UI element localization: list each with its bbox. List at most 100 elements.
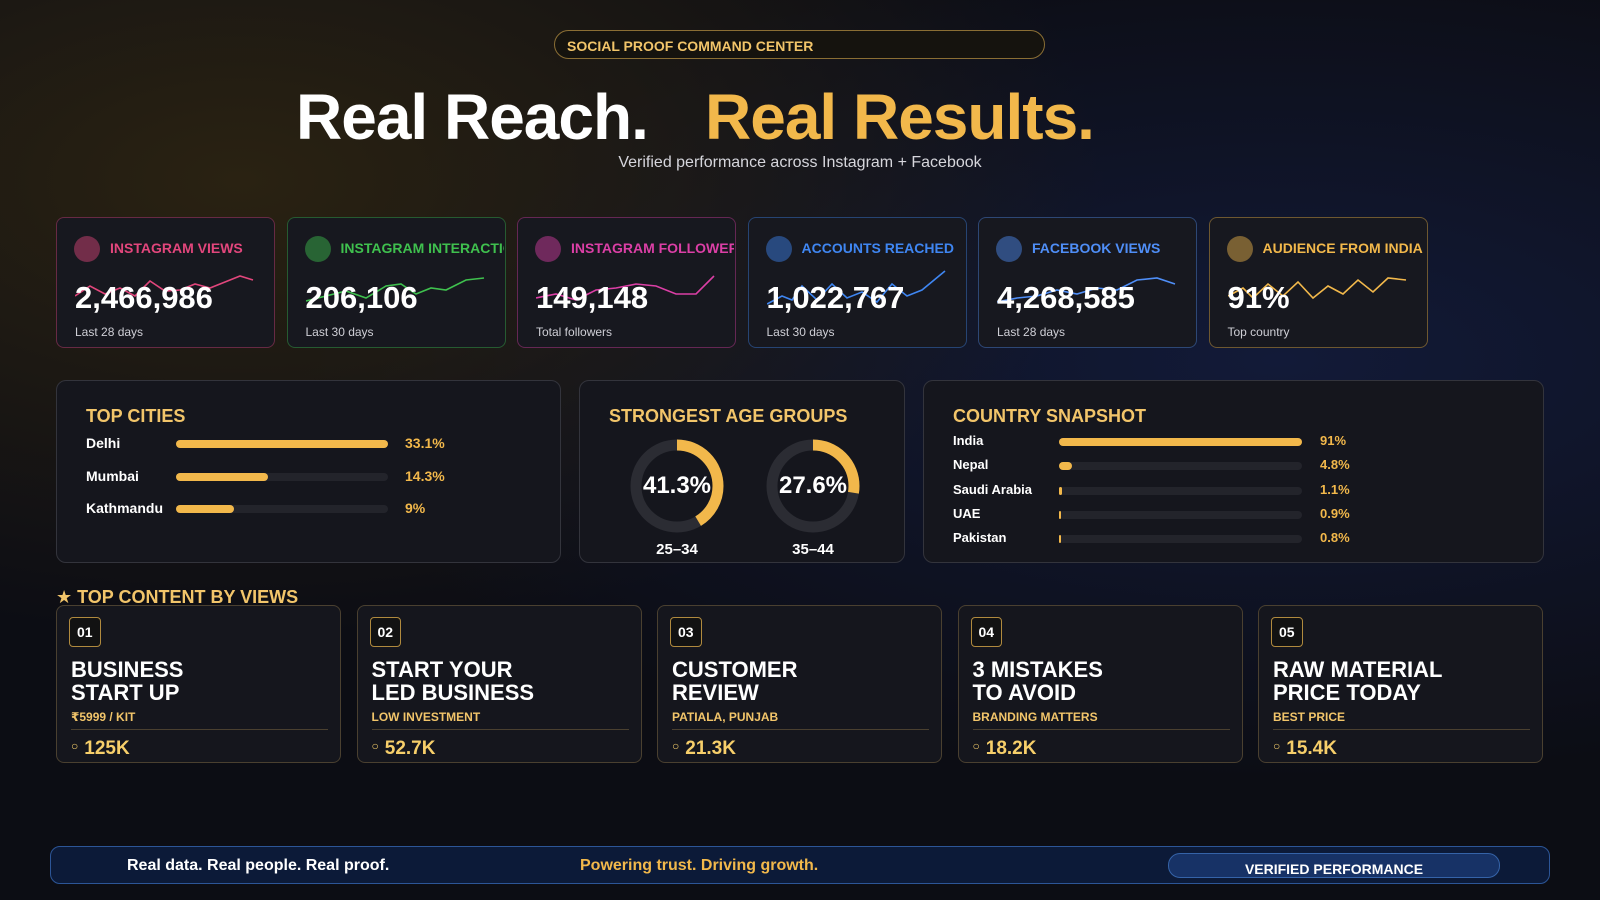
bar: [1059, 486, 1062, 495]
title-line: CUSTOMER: [672, 657, 798, 682]
stat-card: INSTAGRAM FOLLOWERS 149,148 Total follower…: [517, 217, 736, 348]
sparkline-path: [997, 277, 1176, 303]
views-value: 18.2K: [985, 738, 1037, 759]
stat-caption: Last 28 days: [75, 325, 144, 339]
bar: [1059, 438, 1302, 446]
sparkline: [1227, 277, 1406, 300]
content-title: BUSINESS START UP: [71, 658, 183, 704]
verified-button[interactable]: VERIFIED PERFORMANCE: [1168, 853, 1500, 878]
content-title: CUSTOMER REVIEW: [672, 658, 798, 704]
bar-label: 0.8%: [1320, 530, 1350, 546]
footer-left: Real data. Real people. Real proof.: [127, 857, 390, 874]
content-views: ○ 18.2K: [973, 738, 1037, 760]
content-subtitle: BEST PRICE: [1273, 710, 1530, 730]
sparkline: [75, 275, 254, 297]
rank: 01: [69, 617, 101, 647]
stat-value: 206,106: [305, 280, 418, 315]
bar-track: [1059, 510, 1302, 519]
stat-icon: [1226, 236, 1253, 262]
title-white: Real Reach.: [296, 81, 649, 153]
stat-value: 91%: [1227, 280, 1290, 315]
stat-card: INSTAGRAM VIEWS 2,466,986 Last 28 days: [56, 217, 275, 348]
views-value: 52.7K: [384, 738, 436, 759]
title-gold: Real Results.: [705, 81, 1095, 153]
country-panel: COUNTRY SNAPSHOT India 91% Nepal 4.8% Saudi …: [923, 380, 1544, 563]
bar-name: Saudi Arabia: [953, 481, 1032, 497]
views-value: 125K: [84, 738, 130, 759]
bar-track: [1059, 486, 1302, 495]
views-icon: ○: [1273, 739, 1281, 753]
stat-value: 2,466,986: [75, 280, 213, 315]
content-card: 01 BUSINESS START UP ₹5999 / KIT ○ 125K: [56, 605, 341, 763]
donut-arc: [766, 439, 860, 533]
donut-label: 27.6%: [778, 472, 848, 499]
stat-label: ACCOUNTS REACHED: [801, 240, 954, 256]
stat-caption: Last 30 days: [766, 325, 835, 339]
bar-name: Nepal: [953, 457, 989, 473]
bar: [176, 505, 234, 513]
sparkline: [536, 275, 715, 301]
stat-icon: [996, 236, 1022, 262]
stat-icon: [304, 236, 331, 262]
stat-caption: Last 30 days: [305, 325, 374, 339]
stat-value: 4,268,585: [997, 280, 1135, 315]
star: ★: [56, 587, 78, 607]
stat-caption: Last 28 days: [997, 325, 1066, 339]
bar: [1059, 462, 1072, 471]
title-line: START UP: [71, 680, 180, 705]
bar-label: 33.1%: [405, 435, 445, 451]
bar-label: 0.9%: [1320, 505, 1350, 521]
bar-label: 14.3%: [405, 467, 445, 484]
title-line: REVIEW: [672, 680, 759, 705]
views-value: 15.4K: [1286, 738, 1337, 759]
stat-card: ACCOUNTS REACHED 1,022,767 Last 30 days: [747, 217, 967, 348]
sparkline-path: [536, 275, 715, 301]
stat-caption: Top country: [1227, 325, 1290, 339]
bar: [1059, 510, 1062, 519]
title-line: 3 MISTAKES: [972, 657, 1103, 682]
badge: SOCIAL PROOF COMMAND CENTER: [554, 30, 1045, 59]
content-title: ★ TOP CONTENT BY VIEWS: [56, 587, 298, 608]
content-title-text: TOP CONTENT BY VIEWS: [77, 587, 299, 607]
content-subtitle: PATIALA, PUNJAB: [672, 710, 929, 730]
bar-track: [1059, 535, 1302, 544]
views-value: 21.3K: [685, 738, 736, 759]
stat-value: 1,022,767: [766, 280, 905, 315]
rank: 03: [670, 617, 702, 647]
donut: [766, 439, 860, 533]
bar-name: Kathmandu: [86, 500, 163, 516]
stat-caption: Total followers: [536, 325, 613, 339]
donut-label: 41.3%: [642, 472, 712, 499]
stat-label: AUDIENCE FROM INDIA: [1262, 240, 1423, 256]
sparkline: [997, 277, 1176, 303]
bar-name: UAE: [953, 505, 981, 521]
bar-track: [1059, 462, 1302, 471]
bar-name: Delhi: [86, 435, 121, 451]
ages-panel: STRONGEST AGE GROUPS 41.3% 25–34 27.6% 35–4…: [579, 380, 905, 563]
bar-track: [176, 505, 388, 513]
bar-name: Pakistan: [953, 530, 1007, 546]
stat-icon: [74, 236, 100, 262]
stat-label: INSTAGRAM INTERACTIO: [340, 240, 504, 256]
panel-title: COUNTRY SNAPSHOT: [953, 406, 1147, 426]
bar: [1059, 535, 1062, 544]
donut: [630, 439, 724, 533]
content-subtitle: ₹5999 / KIT: [71, 710, 328, 730]
panel-title: STRONGEST AGE GROUPS: [609, 406, 848, 426]
sparkline-path: [1227, 277, 1406, 300]
stat-card: INSTAGRAM INTERACTIO 206,106 Last 30 days: [286, 217, 506, 348]
stat-card: FACEBOOK VIEWS 4,268,585 Last 28 days: [978, 217, 1197, 348]
bar-track: [176, 472, 388, 481]
content-card: 04 3 MISTAKES TO AVOID BRANDING MATTERS ○ 18.…: [957, 605, 1243, 763]
bar: [176, 440, 388, 448]
content-subtitle: LOW INVESTMENT: [371, 710, 629, 730]
stat-card: AUDIENCE FROM INDIA 91% Top country: [1208, 217, 1428, 348]
content-card: 05 RAW MATERIAL PRICE TODAY BEST PRICE ○ 15.4…: [1258, 605, 1543, 763]
sparkline: [305, 277, 484, 302]
bar-track: [1059, 438, 1302, 446]
bar-label: 4.8%: [1320, 457, 1350, 473]
content-title: START YOUR LED BUSINESS: [372, 658, 535, 704]
stat-icon: [535, 236, 561, 262]
bar-name: Mumbai: [86, 467, 139, 484]
footer: Real data. Real people. Real proof. Powe…: [50, 846, 1550, 884]
